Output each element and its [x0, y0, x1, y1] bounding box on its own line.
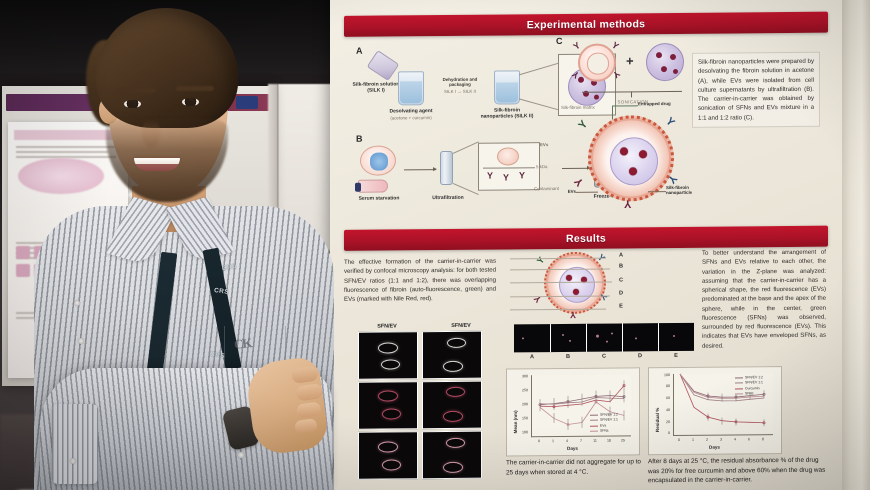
chart-drug-stability: Residual % 100 80 60 40 20 0 [648, 366, 782, 456]
neighbour-poster-figure [18, 158, 104, 194]
chart1-series-layer [538, 380, 626, 430]
neighbour-poster-number-badge [236, 96, 258, 109]
poster-board-right-edge [842, 0, 870, 490]
research-poster: capabilities Experimental methods A Silk… [330, 0, 842, 490]
chart-stability-size: Mean (nm) 300 250 200 150 100 [506, 367, 640, 457]
chart2-series-layer [679, 373, 766, 427]
